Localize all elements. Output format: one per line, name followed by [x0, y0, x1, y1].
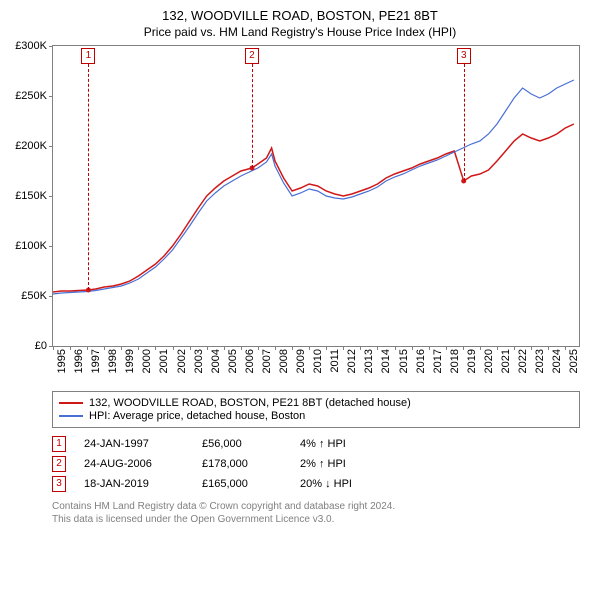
x-axis-label: 2013: [363, 349, 375, 373]
x-axis-label: 2008: [278, 349, 290, 373]
sale-marker-box: 2: [245, 48, 259, 64]
y-axis-label: £0: [35, 340, 47, 352]
x-axis-label: 2015: [398, 349, 410, 373]
sale-row: 2 24-AUG-2006 £178,000 2% ↑ HPI: [52, 456, 580, 472]
x-axis-label: 2022: [517, 349, 529, 373]
sale-row-date: 24-JAN-1997: [84, 438, 184, 450]
legend-label: HPI: Average price, detached house, Bost…: [89, 410, 305, 422]
sale-marker-line: [464, 64, 465, 181]
series-line-price_paid: [53, 124, 574, 292]
x-axis-label: 2011: [329, 349, 341, 373]
sale-row-price: £165,000: [202, 478, 282, 490]
legend-item: HPI: Average price, detached house, Bost…: [59, 410, 573, 422]
x-axis-label: 2016: [415, 349, 427, 373]
sale-row: 3 18-JAN-2019 £165,000 20% ↓ HPI: [52, 476, 580, 492]
sale-marker-box: 3: [457, 48, 471, 64]
sale-row-date: 24-AUG-2006: [84, 458, 184, 470]
x-axis-label: 1995: [56, 349, 68, 373]
footnote-line: This data is licensed under the Open Gov…: [52, 513, 580, 526]
sale-marker-line: [88, 64, 89, 290]
y-axis-labels: £0£50K£100K£150K£200K£250K£300K: [11, 46, 51, 346]
chart-legend: 132, WOODVILLE ROAD, BOSTON, PE21 8BT (d…: [52, 391, 580, 428]
x-axis-label: 2002: [176, 349, 188, 373]
sale-row-price: £178,000: [202, 458, 282, 470]
y-axis-label: £200K: [15, 140, 47, 152]
sales-table: 1 24-JAN-1997 £56,000 4% ↑ HPI 2 24-AUG-2006 £…: [52, 436, 580, 492]
sale-row-price: £56,000: [202, 438, 282, 450]
sale-marker-line: [252, 64, 253, 168]
sale-row-date: 18-JAN-2019: [84, 478, 184, 490]
footnote: Contains HM Land Registry data © Crown c…: [52, 500, 580, 526]
x-axis-label: 2001: [158, 349, 170, 373]
sale-row-delta: 20% ↓ HPI: [300, 478, 580, 490]
x-axis-label: 2024: [551, 349, 563, 373]
chart-title: 132, WOODVILLE ROAD, BOSTON, PE21 8BT: [12, 8, 588, 23]
y-axis-label: £150K: [15, 190, 47, 202]
sale-marker-box: 1: [81, 48, 95, 64]
y-axis-label: £100K: [15, 240, 47, 252]
x-axis-label: 2004: [210, 349, 222, 373]
x-axis-label: 2006: [244, 349, 256, 373]
x-axis-label: 2009: [295, 349, 307, 373]
x-axis-label: 2012: [346, 349, 358, 373]
sale-row: 1 24-JAN-1997 £56,000 4% ↑ HPI: [52, 436, 580, 452]
footnote-line: Contains HM Land Registry data © Crown c…: [52, 500, 580, 513]
x-axis-label: 2000: [141, 349, 153, 373]
x-axis-label: 1997: [90, 349, 102, 373]
x-axis-label: 2005: [227, 349, 239, 373]
y-axis-label: £250K: [15, 90, 47, 102]
sale-row-delta: 4% ↑ HPI: [300, 438, 580, 450]
chart-plot-area: £0£50K£100K£150K£200K£250K£300K 123: [52, 45, 580, 347]
x-axis-label: 1998: [107, 349, 119, 373]
sale-row-marker: 1: [52, 436, 66, 452]
x-axis-label: 2017: [432, 349, 444, 373]
chart-svg: [53, 46, 579, 346]
x-axis-label: 2020: [483, 349, 495, 373]
x-axis-label: 2007: [261, 349, 273, 373]
legend-swatch: [59, 402, 83, 404]
legend-swatch: [59, 415, 83, 417]
legend-label: 132, WOODVILLE ROAD, BOSTON, PE21 8BT (d…: [89, 397, 411, 409]
x-axis-label: 2023: [534, 349, 546, 373]
x-axis-label: 1999: [124, 349, 136, 373]
x-axis-labels: 1995 1996 1997 1998 1999 2000 2001 2002 2003 2004…: [52, 347, 580, 385]
x-axis-label: 2021: [500, 349, 512, 373]
legend-item: 132, WOODVILLE ROAD, BOSTON, PE21 8BT (d…: [59, 397, 573, 409]
x-axis-label: 2018: [449, 349, 461, 373]
x-axis-label: 2025: [568, 349, 580, 373]
sale-row-delta: 2% ↑ HPI: [300, 458, 580, 470]
sale-row-marker: 3: [52, 476, 66, 492]
y-axis-label: £50K: [21, 290, 47, 302]
x-axis-label: 2010: [312, 349, 324, 373]
chart-subtitle: Price paid vs. HM Land Registry's House …: [12, 25, 588, 39]
y-axis-label: £300K: [15, 40, 47, 52]
x-axis-label: 2014: [380, 349, 392, 373]
sale-row-marker: 2: [52, 456, 66, 472]
chart-container: 132, WOODVILLE ROAD, BOSTON, PE21 8BT Pr…: [0, 0, 600, 534]
series-line-hpi: [53, 80, 574, 294]
x-axis-label: 2019: [466, 349, 478, 373]
x-axis-label: 2003: [193, 349, 205, 373]
x-axis-label: 1996: [73, 349, 85, 373]
